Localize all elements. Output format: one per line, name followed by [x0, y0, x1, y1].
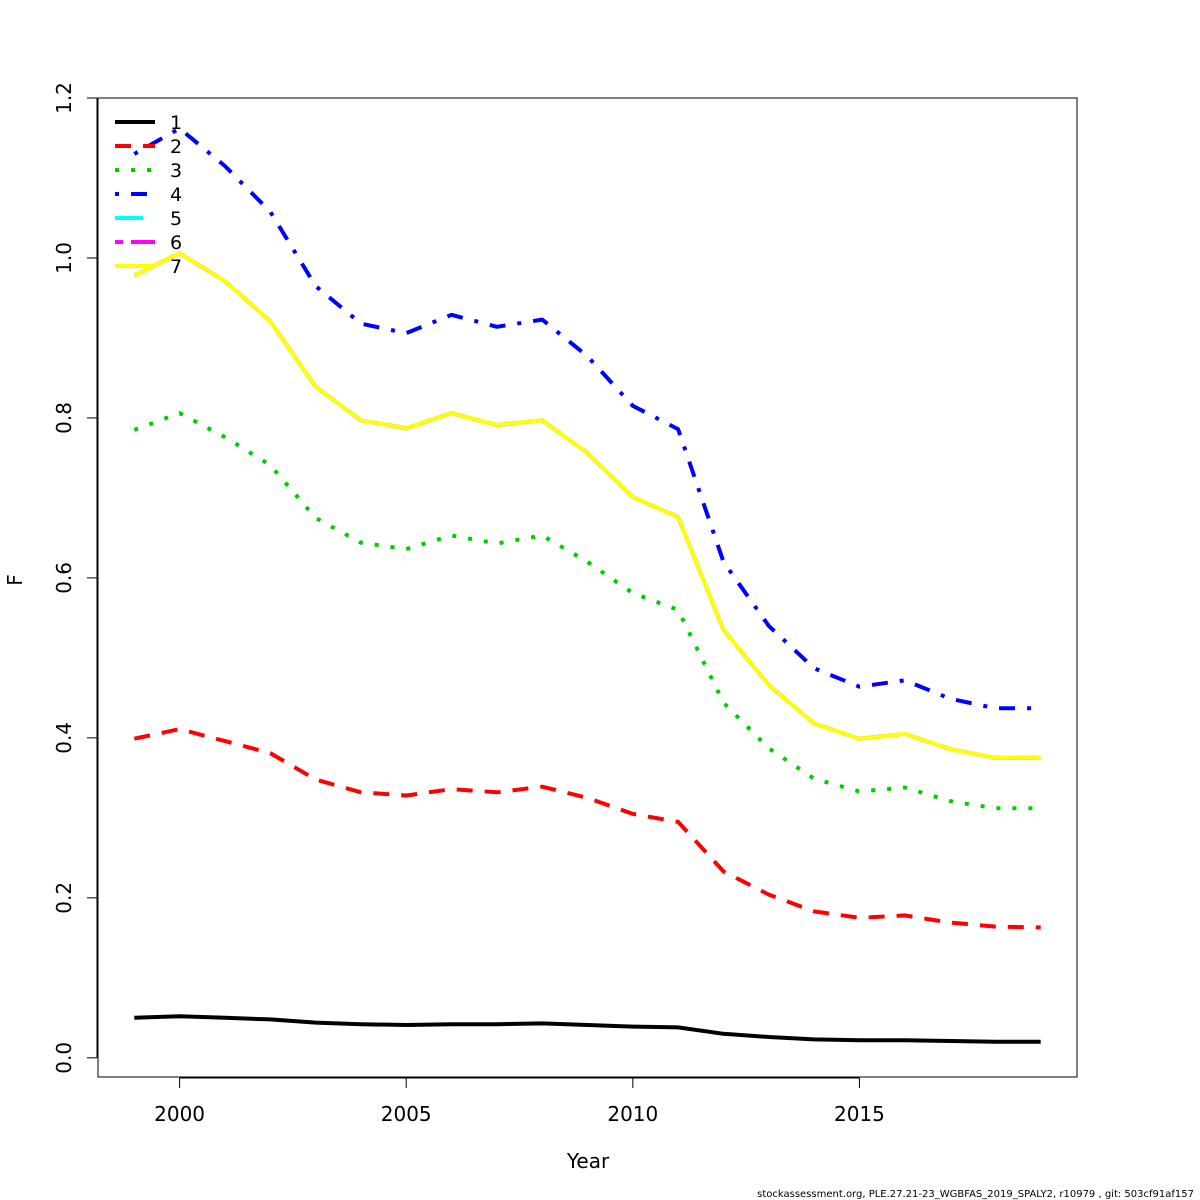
legend-label-1: 1: [170, 112, 182, 134]
legend-label-3: 3: [170, 160, 182, 182]
axes: 2000 2005 2010 2015 0.0 0.2 0.4 0.6 0.8 1.0 1.2: [52, 82, 885, 1126]
x-axis-title: Year: [566, 1149, 610, 1173]
series-line-5: [133, 251, 1041, 760]
x-tick-label: 2010: [607, 1102, 658, 1126]
legend-label-5: 5: [170, 208, 182, 230]
y-tick-label: 1.0: [52, 242, 76, 274]
x-tick-label: 2000: [154, 1102, 205, 1126]
y-tick-label: 0.6: [52, 562, 76, 594]
y-tick-label: 1.2: [52, 82, 76, 114]
y-tick-label: 0.4: [52, 722, 76, 754]
x-tick-label: 2015: [834, 1102, 885, 1126]
series-line-6: [133, 251, 1041, 760]
legend-label-6: 6: [170, 232, 182, 254]
legend-label-7: 7: [170, 256, 182, 278]
series-line-4: [133, 126, 1041, 711]
y-tick-label: 0.2: [52, 882, 76, 914]
series-line-1: [134, 1014, 1041, 1044]
series-lines: [133, 126, 1041, 1044]
plot-frame: [97, 97, 1078, 1078]
x-tick-label: 2005: [381, 1102, 432, 1126]
legend-label-4: 4: [170, 184, 182, 206]
footer-text: stockassessment.org, PLE.27.21-23_WGBFAS…: [757, 1189, 1194, 1200]
y-axis-title: F: [3, 574, 27, 586]
legend-label-2: 2: [170, 136, 182, 158]
series-line-2: [133, 727, 1041, 930]
y-tick-label: 0.8: [52, 402, 76, 434]
series-line-3: [133, 411, 1041, 811]
series-line-7: [133, 251, 1041, 760]
y-tick-label: 0.0: [52, 1042, 76, 1074]
